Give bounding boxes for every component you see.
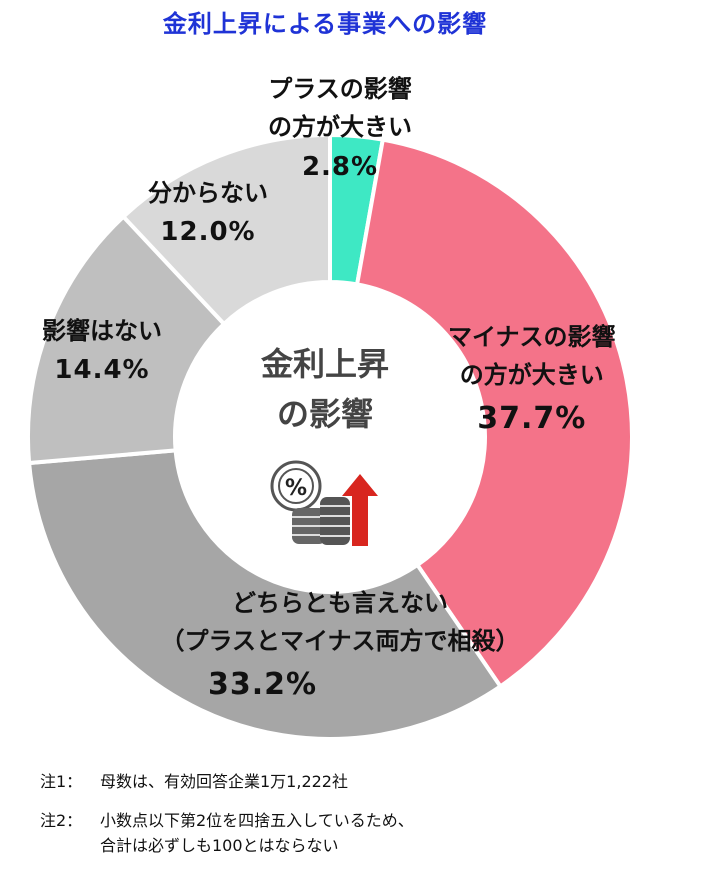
slice-label-line: どちらとも言えない	[232, 589, 448, 617]
note-text: 小数点以下第2位を四捨五入しているため、	[100, 810, 414, 830]
slice-label-line: プラスの影響	[268, 75, 412, 103]
note-1: 注1： 母数は、有効回答企業1万1,222社	[40, 770, 414, 795]
slice-label-line: 影響はない	[42, 317, 162, 345]
slice-value: 37.7%	[477, 400, 587, 436]
slice-label-minus: マイナスの影響 の方が大きい 37.7%	[448, 318, 616, 443]
slice-value: 33.2%	[208, 666, 318, 702]
slice-label-line: （プラスとマイナス両方で相殺）	[160, 627, 520, 656]
slice-value: 14.4%	[54, 355, 150, 386]
slice-unknown	[120, 132, 332, 327]
slice-value: 2.8%	[301, 151, 379, 182]
slice-label-plus: プラスの影響 の方が大きい 2.8%	[268, 70, 412, 188]
slice-label-unknown: 分からない 12.0%	[148, 174, 268, 254]
slice-label-line: マイナスの影響	[448, 323, 616, 351]
note-text: 母数は、有効回答企業1万1,222社	[100, 772, 348, 791]
center-label: 金利上昇 の影響	[220, 340, 430, 439]
chart-title: 金利上昇による事業への影響	[162, 10, 488, 38]
note-text: 合計は必ずしも100とはならない	[100, 835, 339, 855]
note-key: 注1：	[40, 772, 83, 791]
slice-label-neither: どちらとも言えない （プラスとマイナス両方で相殺） 33.2%	[60, 584, 620, 709]
slice-label-no-impact: 影響はない 14.4%	[42, 312, 162, 392]
slice-neither	[26, 448, 504, 741]
svg-text:%: %	[285, 476, 307, 501]
slice-label-line: の方が大きい	[268, 113, 412, 142]
percent-coins-rising-arrow-icon: %	[270, 460, 378, 546]
slice-label-line: 分からない	[148, 179, 268, 207]
note-2: 注2： 小数点以下第2位を四捨五入しているため、	[40, 809, 414, 834]
slice-no-impact	[26, 213, 227, 466]
note-key: 注2：	[40, 810, 83, 830]
footnotes: 注1： 母数は、有効回答企業1万1,222社 注2： 小数点以下第2位を四捨五入…	[40, 770, 414, 858]
slice-value: 12.0%	[160, 217, 256, 248]
center-label-line: 金利上昇	[260, 345, 389, 383]
center-label-line: の影響	[276, 394, 373, 433]
slice-label-line: の方が大きい	[459, 361, 604, 390]
slice-minus	[354, 137, 634, 690]
